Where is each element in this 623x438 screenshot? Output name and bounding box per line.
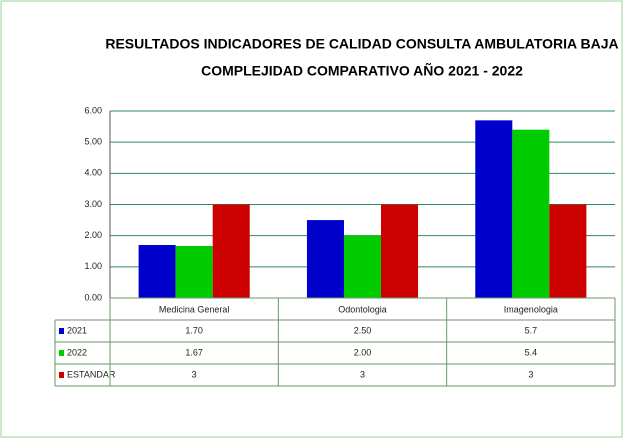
x-tick-label: Imagenologia	[504, 304, 558, 314]
table-cell: 3	[528, 369, 533, 379]
bar	[212, 204, 250, 298]
bar	[138, 245, 176, 298]
table-cell: 2.00	[354, 347, 372, 357]
y-tick-label: 1.00	[84, 261, 102, 271]
table-cell: 2.50	[354, 325, 372, 335]
table-cell: 1.70	[185, 325, 203, 335]
bar	[512, 129, 550, 298]
bar	[343, 235, 382, 298]
table-cell: 1.67	[185, 347, 203, 357]
bar	[475, 120, 513, 298]
legend-swatch	[59, 372, 64, 378]
legend-label: 2021	[67, 325, 87, 335]
chart-title: RESULTADOS INDICADORES DE CALIDAD CONSUL…	[105, 36, 618, 52]
y-tick-label: 2.00	[84, 230, 102, 240]
table-cell: 5.7	[525, 325, 538, 335]
table-cell: 5.4	[525, 347, 538, 357]
legend-swatch	[59, 328, 64, 334]
y-tick-label: 6.00	[84, 105, 102, 115]
y-tick-label: 0.00	[84, 292, 102, 302]
legend-swatch	[59, 350, 64, 356]
bar	[306, 220, 344, 298]
y-tick-label: 3.00	[84, 199, 102, 209]
legend-label: 2022	[67, 347, 87, 357]
table-cell: 3	[360, 369, 365, 379]
bar	[381, 204, 419, 298]
legend-label: ESTANDAR	[67, 369, 116, 379]
bar	[549, 204, 587, 298]
bar	[175, 245, 213, 298]
table-cell: 3	[192, 369, 197, 379]
chart-title: COMPLEJIDAD COMPARATIVO AÑO 2021 - 2022	[201, 62, 523, 79]
x-tick-label: Medicina General	[159, 304, 230, 314]
y-tick-label: 4.00	[84, 168, 102, 178]
x-tick-label: Odontologia	[338, 304, 387, 314]
y-tick-label: 5.00	[84, 137, 102, 147]
